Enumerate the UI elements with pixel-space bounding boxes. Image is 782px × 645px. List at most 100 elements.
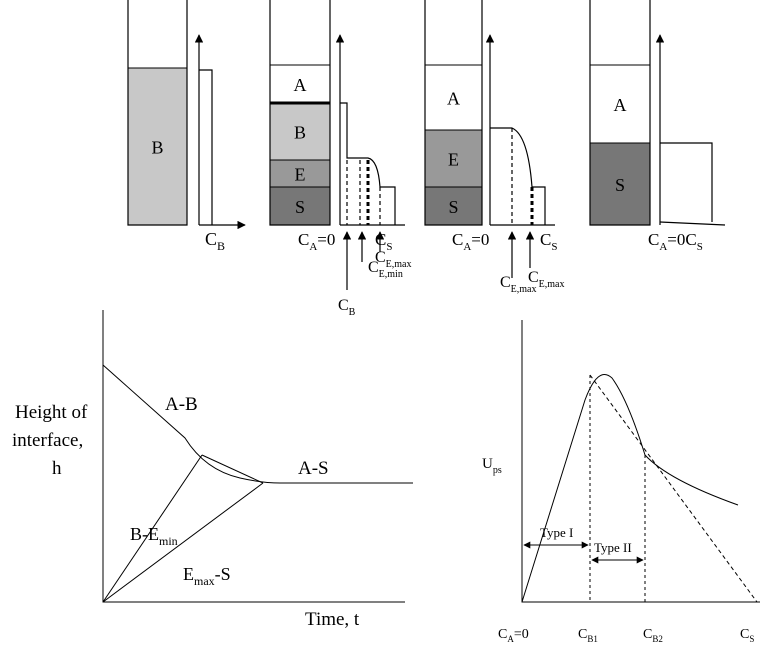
label: CB2: [643, 627, 663, 644]
label: A: [447, 89, 460, 109]
dashed-lines: [346, 160, 381, 225]
label-part: B-E: [130, 524, 159, 544]
label: B: [151, 138, 163, 158]
label-part: =0: [317, 230, 335, 249]
label: Time, t: [305, 609, 360, 630]
label: CE,min: [368, 259, 403, 280]
label-part: A: [507, 634, 514, 644]
profile: [660, 142, 713, 222]
label: B-Emin: [130, 524, 178, 548]
line: [201, 454, 264, 484]
profile: [340, 102, 396, 225]
profile: [490, 127, 546, 225]
container: [269, 0, 331, 226]
layer: [424, 186, 483, 226]
label-part: E,max: [386, 259, 412, 270]
flux-plot: [521, 320, 760, 603]
label: Type I: [540, 525, 573, 540]
line: [102, 482, 264, 603]
layer: [424, 129, 483, 188]
label-part: -S: [215, 564, 231, 584]
label: E: [448, 150, 459, 170]
label: E: [295, 165, 306, 185]
label: Type II: [594, 540, 632, 555]
label: A-S: [298, 458, 329, 479]
label-part: E: [183, 564, 194, 584]
label-part: max: [194, 574, 215, 588]
label-part: C: [368, 259, 379, 276]
profile: [199, 69, 213, 225]
label-part: U: [482, 456, 493, 472]
label: CA=0: [452, 230, 489, 253]
settling-plot: [102, 310, 413, 603]
axes: [102, 310, 405, 603]
top-drawing: [194, 34, 726, 290]
label-part: C: [740, 627, 749, 642]
label-part: C: [298, 230, 309, 249]
label-part: C: [375, 230, 386, 249]
label: interface,: [12, 430, 83, 451]
label-part: C: [648, 230, 659, 249]
label-part: A: [659, 241, 667, 253]
label: A: [294, 75, 307, 95]
label: h: [52, 458, 62, 479]
label-part: E,min: [379, 269, 403, 280]
label-part: =0C: [667, 230, 696, 249]
label: CB: [338, 297, 356, 318]
tangent: [589, 374, 758, 603]
container: [127, 0, 188, 226]
flux-curve: [521, 374, 739, 603]
interface-curve: [102, 364, 413, 484]
label: S: [295, 197, 305, 217]
label-part: C: [500, 274, 511, 291]
label: S: [615, 175, 625, 195]
label: Emax-S: [183, 564, 231, 588]
label: CS: [540, 230, 557, 253]
label-part: B1: [587, 634, 598, 644]
label: CB1: [578, 627, 598, 644]
label-part: A: [463, 241, 471, 253]
label: CB: [205, 229, 225, 253]
label-part: =0: [471, 230, 489, 249]
label-part: E,max: [511, 284, 537, 295]
label-part: C: [375, 249, 386, 266]
label: S: [448, 197, 458, 217]
label-part: E,max: [539, 279, 565, 290]
container: [589, 0, 651, 226]
label-part: B: [217, 239, 225, 253]
line: [102, 454, 203, 603]
label-part: C: [498, 627, 507, 642]
label: CE,max: [375, 249, 412, 270]
label-part: C: [205, 229, 217, 249]
label-part: C: [452, 230, 463, 249]
label-part: =0: [514, 627, 529, 642]
label: A: [614, 95, 627, 115]
label-part: C: [578, 627, 587, 642]
label-part: S: [551, 241, 557, 253]
label: CA=0: [298, 230, 335, 253]
container: [424, 0, 483, 226]
axis: [659, 221, 726, 226]
layer: [269, 186, 331, 226]
label: CS: [740, 627, 754, 644]
label-part: B2: [652, 634, 663, 644]
label-part: ps: [493, 465, 502, 476]
label-part: S: [697, 241, 703, 253]
label-part: C: [338, 297, 349, 314]
label: CE,max: [500, 274, 537, 295]
label-part: min: [159, 534, 178, 548]
label: CS: [375, 230, 392, 253]
layer: [424, 64, 483, 131]
label: Ups: [482, 456, 502, 476]
layer: [269, 159, 331, 188]
label-part: C: [540, 230, 551, 249]
label: Height of: [15, 402, 88, 423]
label-part: A: [309, 241, 317, 253]
label-part: B: [349, 307, 356, 318]
label: B: [294, 123, 306, 143]
label: CA=0: [498, 627, 529, 644]
label-part: S: [749, 634, 754, 644]
label: CA=0CS: [648, 230, 703, 253]
label-part: C: [528, 269, 539, 286]
